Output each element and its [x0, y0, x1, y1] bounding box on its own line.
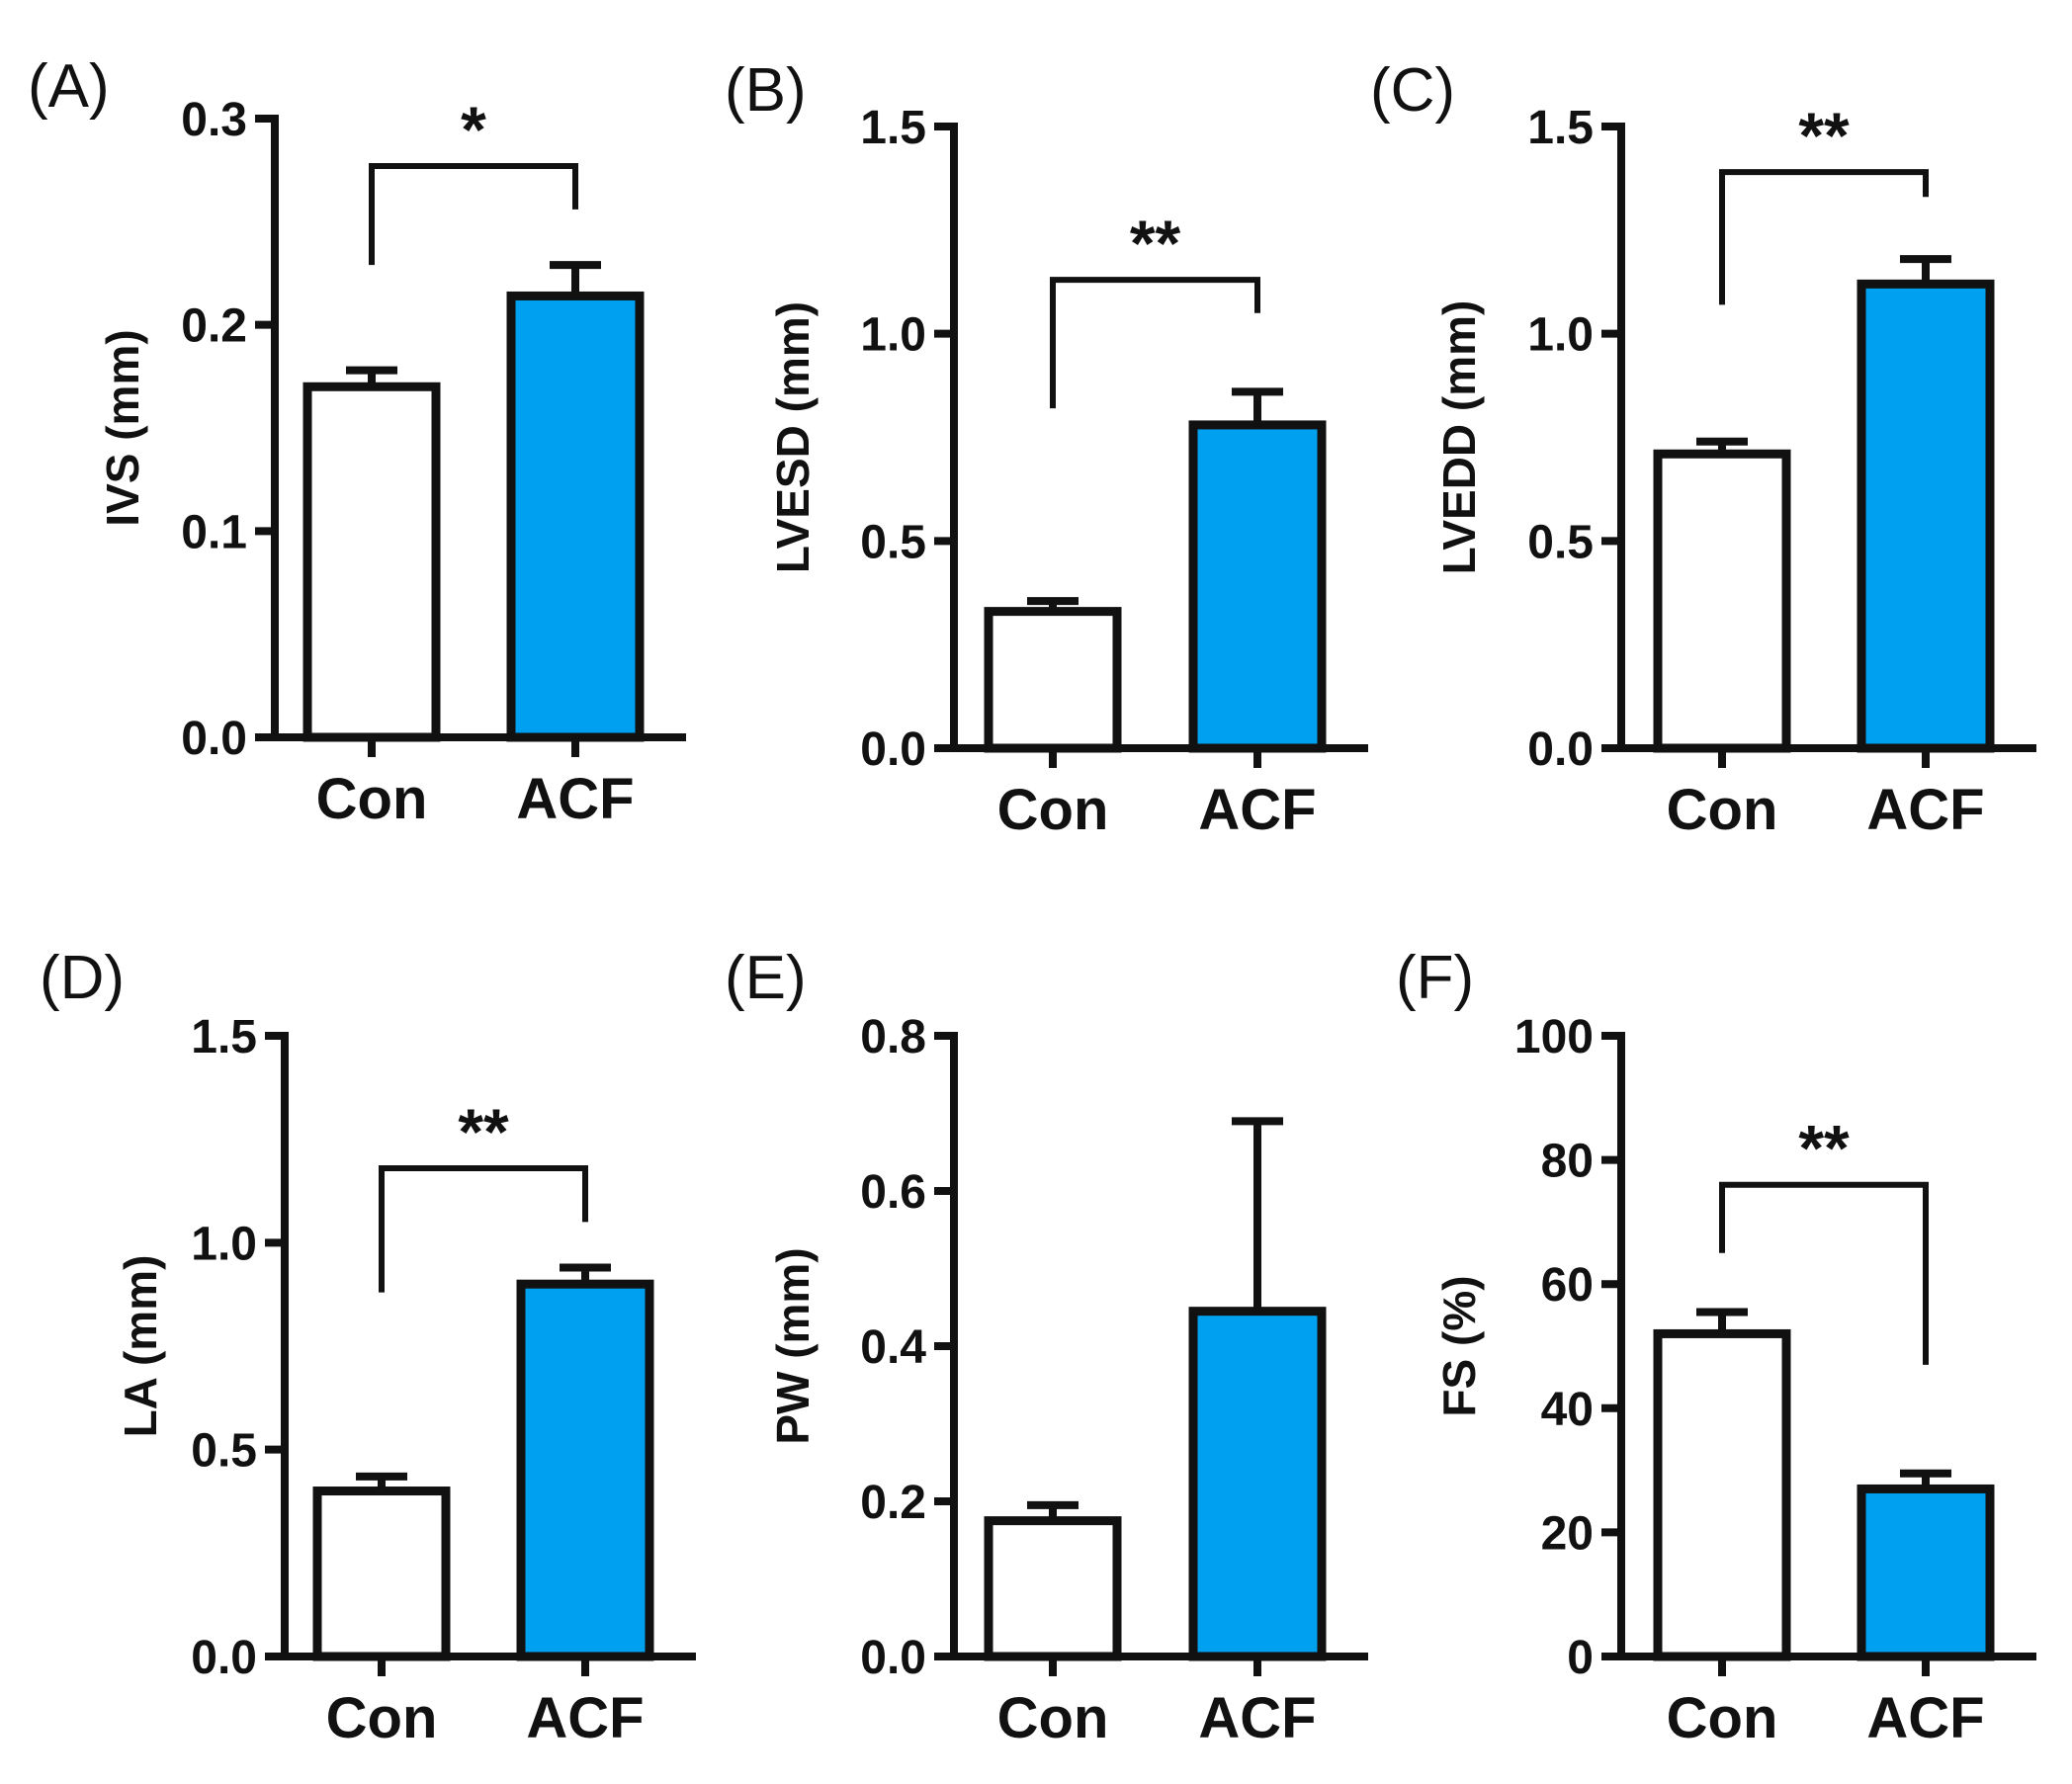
panel-f-ylabel: FS (%): [1433, 1275, 1485, 1416]
panel-d-significance-label: **: [458, 1095, 509, 1168]
panel-f-ytick-label: 20: [1541, 1507, 1594, 1560]
panel-b-category-label: ACF: [1198, 778, 1316, 842]
panel-a-ytick-label: 0.1: [181, 506, 247, 558]
panel-a-bar-acf: [506, 291, 645, 742]
panel-a-significance-bracket: [369, 162, 578, 266]
panel-c-ylabel: LVEDD (mm): [1433, 300, 1485, 575]
panel-b-letter: (B): [725, 56, 807, 125]
panel-a-ytick-label: 0.3: [181, 94, 247, 146]
panel-b-category-label: Con: [997, 778, 1109, 842]
panel-d: (D) 0.0 0.5 1.0 1.5 Con ACF LA (mm) **: [40, 944, 696, 1750]
panel-b-ytick-label: 0.0: [860, 723, 926, 776]
panel-c-errorbar-acf: [1900, 255, 1951, 285]
panel-e-ytick-label: 0.2: [860, 1477, 926, 1529]
panel-c: (C) 0.0 0.5 1.0 1.5 Con ACF LVEDD (mm) **: [1370, 56, 2036, 842]
panel-e-letter: (E): [725, 944, 807, 1012]
panel-b-bar-acf: [1188, 420, 1327, 753]
panel-a-errorbar-acf: [550, 261, 601, 297]
panel-b: (B) 0.0 0.5 1.0 1.5 Con ACF LVESD (mm) **: [725, 56, 1368, 842]
panel-d-ytick-label: 1.0: [191, 1218, 257, 1270]
panel-b-ytick-label: 1.0: [860, 309, 926, 362]
panel-e-ytick-label: 0.6: [860, 1166, 926, 1219]
panel-b-errorbar-con: [1027, 597, 1079, 612]
panel-f-ytick-label: 60: [1541, 1259, 1594, 1312]
panel-f-letter: (F): [1396, 944, 1474, 1012]
panel-a-ytick-label: 0.2: [181, 300, 247, 353]
panel-a-ylabel: IVS (mm): [97, 329, 148, 526]
panel-b-bar-con: [984, 607, 1122, 753]
panel-d-ylabel: LA (mm): [115, 1255, 166, 1438]
panel-f-category-label: Con: [1667, 1686, 1778, 1750]
panel-f: (F) 0 20 40 60 80 100 Con ACF FS (%) **: [1396, 944, 2036, 1750]
panel-c-ytick-label: 0.5: [1527, 516, 1594, 568]
panel-c-letter: (C): [1370, 56, 1455, 125]
panel-c-ytick-label: 0.0: [1527, 723, 1594, 776]
panel-d-bar-acf: [516, 1279, 654, 1661]
panel-d-category-label: ACF: [526, 1686, 644, 1750]
panel-e-ytick-label: 0.8: [860, 1011, 926, 1063]
panel-d-significance-bracket: [379, 1164, 588, 1293]
panel-b-errorbar-acf: [1232, 387, 1283, 425]
panel-f-bar-acf: [1856, 1484, 1995, 1661]
panel-a-significance-label: *: [461, 93, 486, 166]
panel-f-ytick-label: 0: [1567, 1632, 1594, 1684]
panel-e-bar-acf: [1188, 1307, 1327, 1661]
panel-c-bar-con: [1653, 449, 1791, 753]
panel-e-category-label: Con: [997, 1686, 1109, 1750]
panel-a: (A) 0.0 0.1 0.2 0.3 Con ACF IVS (mm) *: [28, 52, 686, 831]
panel-f-ytick-label: 40: [1541, 1384, 1594, 1436]
panel-a-category-label: ACF: [516, 767, 634, 831]
panel-c-significance-bracket: [1719, 169, 1929, 305]
panel-c-bar-acf: [1856, 279, 1995, 753]
panel-a-ytick-label: 0.0: [181, 713, 247, 765]
panel-a-bar-con: [302, 382, 441, 742]
panel-e-ylabel: PW (mm): [767, 1247, 819, 1444]
panel-a-letter: (A): [28, 52, 110, 121]
panel-c-significance-label: **: [1798, 99, 1850, 172]
panel-b-ytick-label: 0.5: [860, 516, 926, 568]
panel-d-bar-con: [312, 1487, 451, 1661]
panel-f-errorbar-con: [1696, 1308, 1748, 1334]
panel-a-errorbar-con: [346, 366, 397, 387]
panel-b-significance-bracket: [1050, 277, 1260, 409]
panel-a-category-label: Con: [316, 767, 428, 831]
panel-c-category-label: ACF: [1866, 778, 1984, 842]
panel-f-category-label: ACF: [1866, 1686, 1984, 1750]
panel-f-errorbar-acf: [1900, 1469, 1951, 1489]
panel-d-category-label: Con: [326, 1686, 438, 1750]
panel-e-ytick-label: 0.4: [860, 1321, 926, 1374]
panel-d-errorbar-acf: [560, 1263, 611, 1285]
panel-e-errorbar-acf: [1232, 1117, 1283, 1312]
panel-c-ytick-label: 1.5: [1527, 102, 1594, 154]
panel-e-category-label: ACF: [1198, 1686, 1316, 1750]
panel-d-ytick-label: 0.0: [191, 1632, 257, 1684]
panel-d-errorbar-con: [356, 1472, 407, 1491]
panel-f-ytick-label: 100: [1514, 1011, 1594, 1063]
panel-d-ytick-label: 0.5: [191, 1425, 257, 1478]
panel-d-letter: (D): [40, 944, 125, 1012]
panel-f-ytick-label: 80: [1541, 1136, 1594, 1188]
panel-b-ylabel: LVESD (mm): [767, 301, 819, 573]
panel-e-errorbar-con: [1027, 1500, 1079, 1521]
panel-c-errorbar-con: [1696, 437, 1748, 455]
panel-c-category-label: Con: [1667, 778, 1778, 842]
panel-f-significance-bracket: [1719, 1181, 1929, 1365]
panel-f-bar-con: [1653, 1328, 1791, 1661]
panel-b-significance-label: **: [1130, 207, 1181, 280]
panel-d-ytick-label: 1.5: [191, 1011, 257, 1063]
panel-b-ytick-label: 1.5: [860, 102, 926, 154]
panel-c-ytick-label: 1.0: [1527, 309, 1594, 362]
panel-e-ytick-label: 0.0: [860, 1632, 926, 1684]
panel-f-significance-label: **: [1798, 1112, 1850, 1185]
panel-e: (E) 0.0 0.2 0.4 0.6 0.8 Con ACF PW (mm): [725, 944, 1368, 1750]
panel-e-bar-con: [984, 1516, 1122, 1661]
